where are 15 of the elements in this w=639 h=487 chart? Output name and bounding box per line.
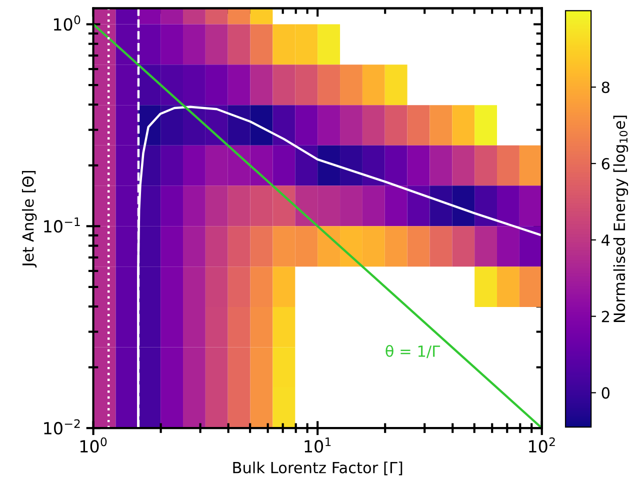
color-bar-label: 2 bbox=[602, 310, 609, 322]
x-tick-label: 10$^{2}$ bbox=[529, 437, 555, 453]
y-axis-title: Jet Angle [Θ] bbox=[22, 170, 37, 268]
y-tick-label: 10$^{−1}$ bbox=[44, 218, 80, 233]
y-tick-label: 10$^{0}$ bbox=[54, 15, 80, 31]
x-tick-label: 10$^{0}$ bbox=[80, 437, 107, 453]
color-bar-label: 0 bbox=[602, 387, 610, 399]
color-bar-label: 6 bbox=[602, 158, 610, 170]
color-bar-title: Normalised Energy [log$_{10}$e] bbox=[613, 116, 628, 322]
color-bar-label: 4 bbox=[602, 234, 610, 246]
y-tick-label: 10$^{−2}$ bbox=[44, 419, 80, 435]
annotation: θ = 1/Γ bbox=[386, 345, 440, 358]
x-axis-title: Bulk Lorentz Factor [Γ] bbox=[233, 462, 402, 476]
color-bar-label: 8 bbox=[602, 82, 610, 94]
x-tick-label: 10$^{1}$ bbox=[304, 438, 331, 453]
